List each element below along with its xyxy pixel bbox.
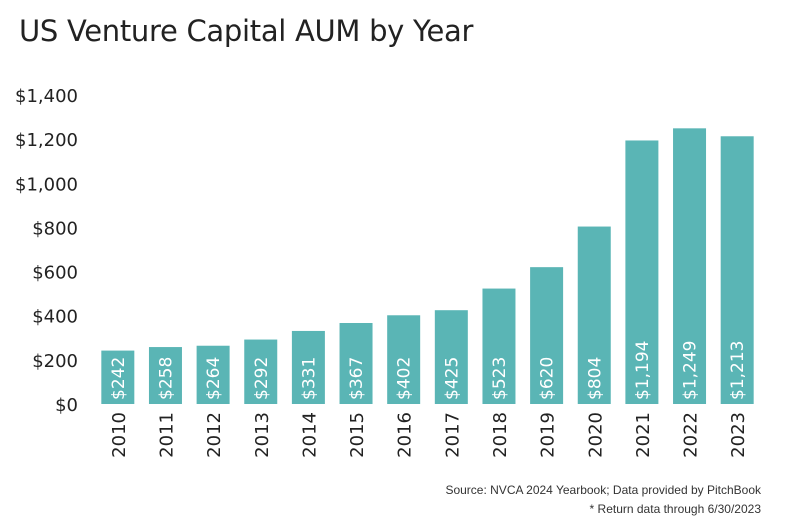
data-label: $1,249: [681, 341, 701, 400]
y-axis: $0 $200 $400 $600 $800 $1,000 $1,200 $1,400: [15, 86, 78, 416]
bar: [673, 128, 707, 404]
x-tick-label: 2020: [585, 412, 606, 458]
data-label: $331: [299, 357, 319, 400]
x-tick-label: 2022: [681, 412, 702, 458]
data-label: $1,213: [728, 341, 748, 400]
bar: [339, 322, 373, 404]
x-tick-label: 2019: [538, 412, 559, 458]
x-tick-label: 2021: [633, 412, 654, 458]
data-label: $264: [204, 357, 224, 400]
y-tick-label: $1,000: [15, 174, 78, 195]
data-label: $1,194: [633, 341, 653, 400]
footnote: * Return data through 6/30/2023: [589, 502, 761, 516]
bar: [720, 136, 754, 405]
bar: [482, 288, 516, 404]
bar: [530, 267, 564, 404]
x-tick-label: 2018: [490, 412, 511, 458]
x-tick-label: 2010: [109, 412, 130, 458]
x-tick-label: 2012: [204, 412, 225, 458]
y-tick-label: $800: [32, 218, 78, 239]
x-tick-label: 2013: [252, 412, 273, 458]
y-tick-label: $1,200: [15, 130, 78, 151]
data-label: $292: [252, 357, 272, 400]
bar: [196, 345, 230, 404]
y-tick-label: $1,400: [15, 86, 78, 107]
data-label: $620: [538, 357, 558, 400]
bar: [387, 315, 421, 404]
data-label: $804: [585, 357, 605, 400]
x-tick-label: 2017: [442, 412, 463, 458]
data-label: $523: [490, 357, 510, 400]
bar: [577, 226, 611, 404]
bar: [625, 140, 659, 404]
data-label: $425: [442, 357, 462, 400]
source-note: Source: NVCA 2024 Yearbook; Data provide…: [445, 483, 761, 497]
data-label: $367: [347, 357, 367, 400]
data-label: $402: [395, 357, 415, 400]
x-tick-label: 2016: [395, 412, 416, 458]
data-label: $258: [156, 357, 176, 400]
bars: $242 $258 $264 $292 $331 $367 $402 $425 $523 $620…: [101, 128, 754, 405]
data-label: $242: [109, 357, 129, 400]
y-tick-label: $400: [32, 307, 78, 328]
x-tick-label: 2023: [728, 412, 749, 458]
y-tick-label: $600: [32, 263, 78, 284]
x-tick-label: 2011: [156, 412, 177, 458]
y-tick-label: $0: [55, 395, 78, 416]
bar: [148, 347, 182, 404]
bar: [244, 339, 278, 404]
bar: [101, 350, 135, 404]
chart-title: US Venture Capital AUM by Year: [19, 14, 474, 48]
bar: [434, 310, 468, 404]
x-tick-label: 2014: [299, 412, 320, 458]
y-tick-label: $200: [32, 351, 78, 372]
x-axis: 2010 2011 2012 2013 2014 2015 2016 2017 2018 2019…: [109, 412, 749, 458]
x-tick-label: 2015: [347, 412, 368, 458]
bar: [291, 330, 325, 404]
